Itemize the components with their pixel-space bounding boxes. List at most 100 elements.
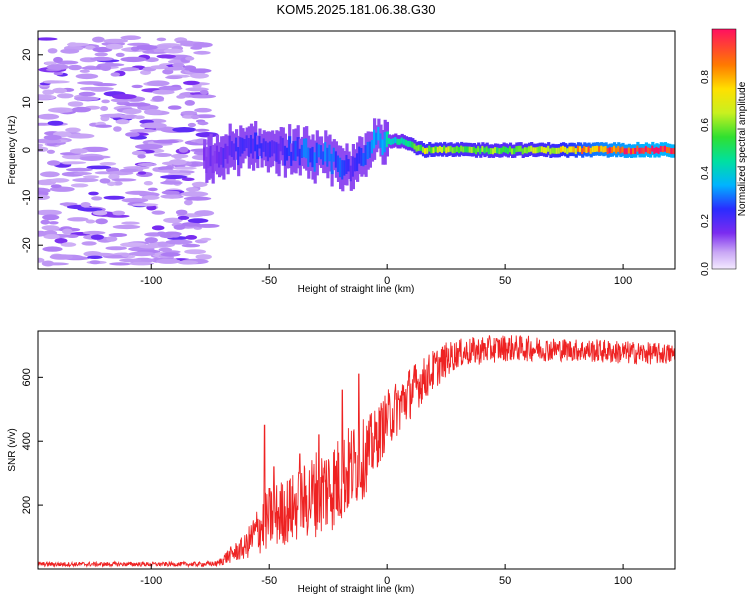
heatmap-band-core (353, 157, 358, 172)
heatmap-noise-cell (47, 160, 61, 166)
heatmap-band-core (634, 148, 638, 154)
heatmap-noise-cell (112, 224, 141, 230)
heatmap-noise-cell (43, 134, 62, 141)
spectrogram-x-label: Height of straight line (km) (298, 284, 415, 295)
heatmap-noise-cell (156, 258, 181, 264)
heatmap-band-core (519, 145, 523, 152)
heatmap-band-core (218, 151, 222, 168)
heatmap-noise-cell (151, 210, 166, 215)
spectrogram-y-ticks: -20 -10 0 10 20 (21, 49, 43, 253)
spectrogram-x-ticks: -100 -50 0 50 100 (140, 264, 632, 287)
heatmap-noise-cell (157, 241, 168, 247)
heatmap-noise-cell (135, 44, 158, 51)
heatmap-noise-cell (121, 197, 149, 203)
heatmap-noise-cell (65, 127, 81, 133)
heatmap-noise-cell (74, 96, 99, 101)
heatmap-noise-cell (111, 178, 137, 182)
heatmap-noise-cell (185, 235, 198, 240)
heatmap-band-core (589, 147, 593, 154)
heatmap-noise-cell (79, 69, 90, 73)
heatmap-noise-cell (48, 221, 59, 225)
heatmap-noise-cell (110, 72, 121, 77)
heatmap-band-core (419, 144, 423, 151)
heatmap-band-core (360, 148, 364, 166)
colorbar-tick-label: 0.2 (700, 214, 711, 228)
heatmap-band-core (379, 133, 383, 148)
heatmap-noise-cell (103, 195, 125, 200)
heatmap-noise-cell (85, 45, 96, 50)
heatmap-noise-cell (199, 90, 209, 95)
heatmap-band-core (309, 148, 313, 163)
heatmap-band-core (402, 138, 406, 145)
heatmap-band-core (421, 146, 426, 153)
heatmap-noise-cell (73, 172, 92, 175)
heatmap-noise-cell (185, 56, 195, 61)
heatmap-noise-cell (40, 171, 60, 178)
heatmap-band-core (413, 143, 417, 150)
heatmap-noise-cell (184, 249, 207, 255)
heatmap-band-core (358, 146, 362, 164)
heatmap-noise-cell (112, 94, 137, 100)
heatmap-noise-cell (187, 218, 209, 224)
heatmap-band-core (568, 146, 572, 153)
heatmap-band-core (254, 132, 258, 152)
heatmap-noise-cell (38, 37, 58, 41)
heatmap-band-core (330, 153, 334, 175)
heatmap-band-core (625, 148, 629, 155)
heatmap-noise-cell (200, 237, 212, 241)
heatmap-band-core (375, 132, 379, 145)
heatmap-band-core (451, 147, 455, 154)
heatmap-band-core (663, 145, 668, 152)
heatmap-noise-cell (95, 218, 108, 225)
heatmap-noise-cell (77, 207, 103, 212)
heatmap-band-core (271, 140, 275, 157)
heatmap-noise-cell (67, 217, 89, 222)
heatmap-noise-cell (189, 68, 212, 73)
heatmap-noise-cell (42, 89, 55, 95)
heatmap-noise-cell (157, 166, 174, 171)
heatmap-noise-cell (46, 149, 56, 154)
heatmap-band-core (566, 148, 570, 155)
heatmap-noise-cell (101, 99, 110, 104)
x-tick-label: -100 (140, 575, 162, 587)
colorbar-tick-label: 0.6 (700, 118, 711, 132)
heatmap-noise-cell (60, 161, 87, 165)
heatmap-band-core (619, 147, 623, 154)
heatmap-band-core (591, 146, 595, 153)
heatmap-band-core (334, 151, 338, 168)
heatmap-band-core (659, 145, 663, 152)
heatmap-noise-cell (143, 109, 163, 115)
heatmap-band-core (615, 147, 619, 154)
heatmap-band-core (377, 126, 381, 141)
heatmap-noise-cell (138, 244, 160, 249)
heatmap-band-core (468, 146, 472, 153)
heatmap-band-core (470, 147, 474, 153)
heatmap-band-core (487, 148, 491, 155)
heatmap-noise-cell (137, 171, 147, 175)
heatmap-noise-cell (139, 122, 167, 129)
heatmap-noise-cell (52, 87, 67, 94)
heatmap-band-core (430, 147, 434, 154)
heatmap-band-core (517, 145, 521, 152)
heatmap-band-core (349, 165, 353, 182)
heatmap-noise-cell (137, 162, 157, 167)
x-tick-label: -100 (140, 275, 162, 287)
heatmap-noise-cell (175, 209, 188, 216)
heatmap-band-core (368, 141, 372, 158)
heatmap-band-core (249, 135, 254, 154)
heatmap-noise-cell (165, 239, 193, 245)
heatmap-noise-cell (143, 181, 153, 186)
heatmap-noise-cell (107, 214, 130, 218)
heatmap-band-core (621, 146, 625, 153)
heatmap-band-core (646, 147, 651, 154)
heatmap-band-core (536, 146, 540, 153)
heatmap-band-core (562, 145, 566, 152)
heatmap-noise-cell (144, 237, 158, 244)
heatmap-band-core (235, 137, 239, 152)
colorbar-tick-label: 0.4 (700, 166, 711, 180)
heatmap-band-core (366, 141, 370, 160)
heatmap-noise-cell (122, 108, 142, 115)
heatmap-band-core (494, 147, 498, 154)
heatmap-band-core (300, 144, 304, 158)
heatmap-band-core (585, 147, 589, 153)
